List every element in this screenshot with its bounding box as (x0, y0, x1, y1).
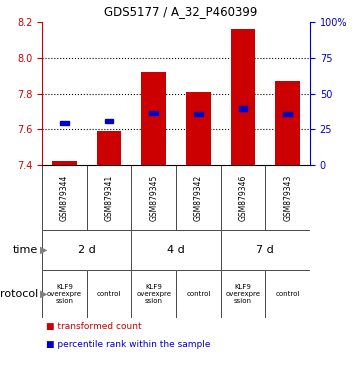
Bar (186, 92, 210, 165)
Bar (52, 161, 77, 165)
Text: control: control (97, 291, 121, 297)
Text: 2 d: 2 d (78, 245, 96, 255)
Text: protocol: protocol (0, 289, 38, 299)
Text: GSM879341: GSM879341 (104, 174, 113, 221)
Bar (275, 81, 300, 165)
Text: GSM879344: GSM879344 (60, 174, 69, 221)
Text: 7 d: 7 d (256, 245, 274, 255)
Text: ▶: ▶ (40, 289, 48, 299)
Text: ▶: ▶ (40, 245, 48, 255)
Text: KLF9
overexpre
ssion: KLF9 overexpre ssion (47, 284, 82, 304)
Text: control: control (275, 291, 300, 297)
Text: GSM879343: GSM879343 (283, 174, 292, 221)
Text: time: time (13, 245, 38, 255)
Bar (60, 121, 69, 125)
Bar (142, 72, 166, 165)
Text: ■ percentile rank within the sample: ■ percentile rank within the sample (45, 340, 210, 349)
Bar (231, 29, 255, 165)
Text: control: control (186, 291, 210, 297)
Bar (239, 106, 248, 111)
Bar (283, 112, 292, 116)
Bar (105, 119, 113, 123)
Text: GSM879346: GSM879346 (239, 174, 248, 221)
Text: GSM879345: GSM879345 (149, 174, 158, 221)
Text: GDS5177 / A_32_P460399: GDS5177 / A_32_P460399 (104, 5, 257, 18)
Text: 4 d: 4 d (167, 245, 185, 255)
Text: GSM879342: GSM879342 (194, 174, 203, 221)
Bar (149, 111, 158, 116)
Text: KLF9
overexpre
ssion: KLF9 overexpre ssion (136, 284, 171, 304)
Text: KLF9
overexpre
ssion: KLF9 overexpre ssion (226, 284, 261, 304)
Text: ■ transformed count: ■ transformed count (45, 322, 141, 331)
Bar (194, 112, 203, 116)
Bar (97, 131, 121, 165)
